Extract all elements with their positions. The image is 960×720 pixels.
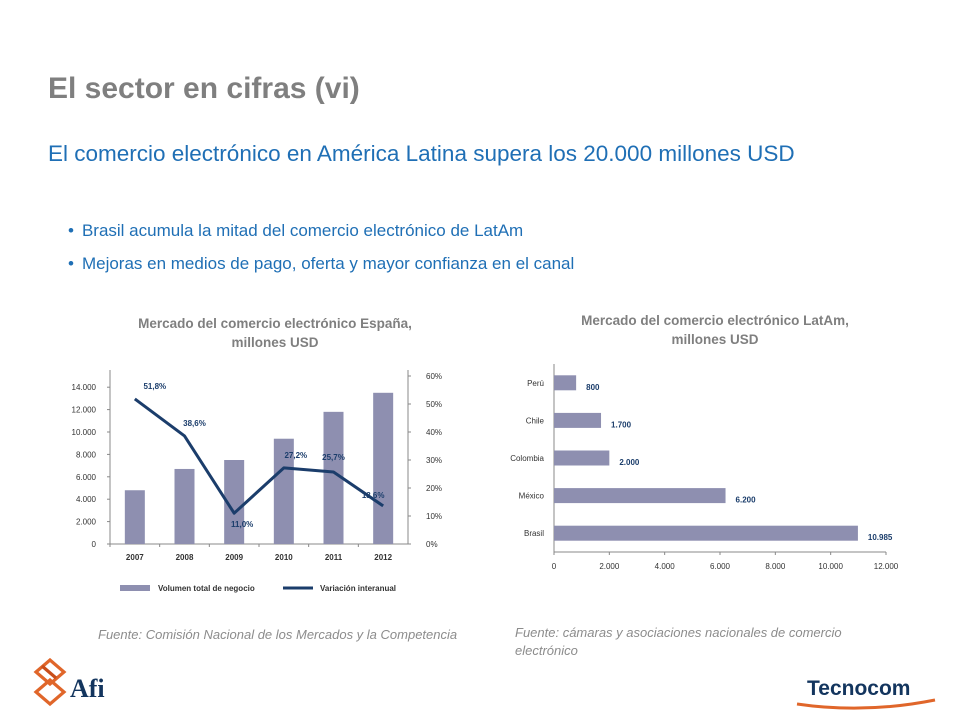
latam-x-tick-label: 2.000 xyxy=(599,562,620,571)
spain-line-data-label: 38,6% xyxy=(183,419,206,428)
spain-legend-bar-label: Volumen total de negocio xyxy=(158,584,255,593)
bullet-list: Brasil acumula la mitad del comercio ele… xyxy=(68,218,574,284)
spain-left-tick-label: 2.000 xyxy=(76,518,97,527)
tecnocom-logo-text: Tecnocom xyxy=(807,677,910,700)
tecnocom-logo-mark: Tecnocom xyxy=(796,677,936,710)
page-subtitle: El comercio electrónico en América Latin… xyxy=(48,141,795,166)
spain-bar xyxy=(124,490,145,544)
latam-x-tick-label: 8.000 xyxy=(765,562,786,571)
spain-right-tick-label: 50% xyxy=(426,400,442,409)
afi-logo-text: Afi xyxy=(70,674,105,703)
spain-right-tick-label: 0% xyxy=(426,540,438,549)
spain-left-tick-label: 8.000 xyxy=(76,450,97,459)
spain-chart-title-line1: Mercado del comercio electrónico España, xyxy=(138,316,412,331)
spain-source-note: Fuente: Comisión Nacional de los Mercado… xyxy=(98,627,458,642)
spain-chart-title-line2: millones USD xyxy=(231,335,319,350)
latam-source-note: Fuente: cámaras y asociaciones nacionale… xyxy=(515,625,842,658)
latam-bar xyxy=(554,525,858,541)
spain-left-tick-label: 14.000 xyxy=(72,383,97,392)
spain-right-tick-label: 10% xyxy=(426,512,442,521)
spain-x-tick-label: 2011 xyxy=(325,553,343,562)
spain-x-tick-label: 2008 xyxy=(176,553,194,562)
spain-variation-line xyxy=(133,397,385,515)
page-title: El sector en cifras (vi) xyxy=(48,72,360,105)
bullet-item: Mejoras en medios de pago, oferta y mayo… xyxy=(68,251,574,284)
latam-category-label: Brasil xyxy=(524,529,544,538)
spain-bar xyxy=(224,460,245,544)
spain-left-tick-label: 12.000 xyxy=(72,406,97,415)
spain-bar xyxy=(174,468,195,544)
spain-left-tick-label: 4.000 xyxy=(76,495,97,504)
spain-x-tick-label: 2010 xyxy=(275,553,293,562)
spain-bar xyxy=(323,411,344,544)
latam-value-label: 800 xyxy=(586,383,600,392)
latam-chart-title: Mercado del comercio electrónico LatAm, … xyxy=(500,311,930,349)
spain-left-tick-label: 0 xyxy=(92,540,97,549)
latam-value-label: 6.200 xyxy=(736,496,757,505)
latam-value-label: 2.000 xyxy=(619,458,640,467)
bullet-item: Brasil acumula la mitad del comercio ele… xyxy=(68,218,574,251)
afi-logo: Afi xyxy=(30,657,120,719)
spain-line-data-label: 11,0% xyxy=(231,520,253,529)
latam-x-tick-label: 10.000 xyxy=(818,562,843,571)
spain-x-tick-label: 2007 xyxy=(126,553,144,562)
spain-right-tick-label: 60% xyxy=(426,372,442,381)
latam-chart-title-line1: Mercado del comercio electrónico LatAm, xyxy=(581,313,849,328)
latam-chart-title-line2: millones USD xyxy=(671,332,759,347)
afi-logo-mark: Afi xyxy=(33,657,105,707)
latam-x-tick-label: 0 xyxy=(552,562,557,571)
latam-x-tick-label: 12.000 xyxy=(874,562,899,571)
spain-chart-title: Mercado del comercio electrónico España,… xyxy=(80,314,470,352)
spain-right-tick-label: 30% xyxy=(426,456,442,465)
latam-x-tick-label: 6.000 xyxy=(710,562,731,571)
spain-x-tick-label: 2009 xyxy=(225,553,243,562)
latam-category-label: Colombia xyxy=(510,454,544,463)
latam-bar xyxy=(554,488,726,504)
spain-line-data-label: 27,2% xyxy=(284,451,307,460)
spain-legend-bar-swatch xyxy=(120,585,150,591)
spain-left-tick-label: 10.000 xyxy=(72,428,97,437)
latam-category-label: México xyxy=(519,492,545,501)
latam-bar xyxy=(554,412,602,428)
spain-line-data-label: 13,6% xyxy=(362,491,385,500)
latam-x-tick-label: 4.000 xyxy=(655,562,676,571)
spain-bar xyxy=(373,392,394,544)
latam-category-label: Chile xyxy=(526,416,545,425)
latam-category-label: Perú xyxy=(527,379,544,388)
spain-right-tick-label: 20% xyxy=(426,484,442,493)
latam-bar xyxy=(554,375,577,391)
spain-bar xyxy=(273,438,294,544)
latam-bar xyxy=(554,450,610,466)
spain-right-tick-label: 40% xyxy=(426,428,442,437)
spain-x-tick-label: 2012 xyxy=(374,553,392,562)
spain-left-tick-label: 6.000 xyxy=(76,473,97,482)
latam-value-label: 10.985 xyxy=(868,533,893,542)
spain-line-data-label: 25,7% xyxy=(322,453,345,462)
latam-value-label: 1.700 xyxy=(611,420,632,429)
spain-legend-line-label: Variación interanual xyxy=(320,584,396,593)
tecnocom-logo: Tecnocom xyxy=(795,670,945,719)
spain-line-data-label: 51,8% xyxy=(143,382,166,391)
